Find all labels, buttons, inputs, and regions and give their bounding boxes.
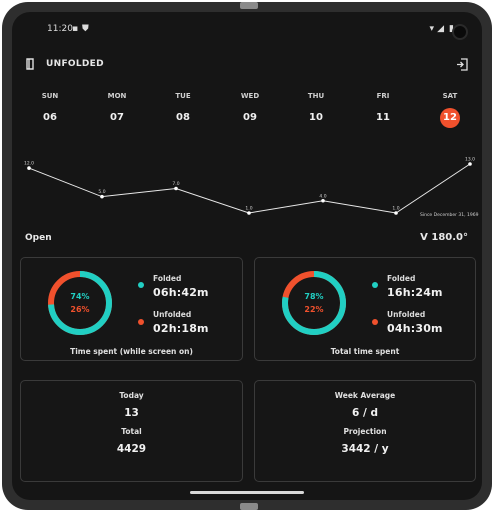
unfolded-label: Unfolded — [153, 310, 192, 319]
chart-point — [247, 211, 251, 215]
averages-card: Week Average 6 / d Projection 3442 / y — [254, 380, 476, 482]
day-sun[interactable]: SUN 06 — [25, 92, 75, 128]
hinge-state-row: Open V 180.0° — [12, 230, 482, 250]
screen-on-donut — [48, 271, 112, 335]
hinge-angle-value: 180.0° — [431, 232, 468, 243]
hinge-angle: V 180.0° — [420, 232, 468, 243]
total-time-card: 78% 22% Folded 16h:24m Unfolded 04h:30m … — [254, 257, 476, 361]
signal-icon: ◢ — [437, 24, 444, 34]
chart-annotation: Since December 31, 1969 — [420, 212, 479, 218]
card-caption: Total time spent — [330, 347, 400, 356]
day-date: 08 — [176, 112, 190, 123]
hinge-bottom — [240, 503, 258, 510]
chart-point-label: 1.0 — [392, 206, 399, 212]
folded-time: 06h:42m — [153, 286, 209, 299]
folded-time: 16h:24m — [387, 286, 443, 299]
day-name: WED — [240, 92, 260, 100]
donut-folded-arc — [282, 271, 346, 335]
projection-label: Projection — [343, 427, 387, 436]
chart-point — [394, 211, 398, 215]
card-caption: Time spent (while screen on) — [70, 347, 193, 356]
hinge-angle-icon: V — [420, 232, 432, 243]
status-time: 11:20 — [47, 24, 73, 34]
shield-icon: ⛊ — [82, 24, 89, 34]
day-date: 07 — [110, 112, 124, 123]
unfolded-time: 04h:30m — [387, 322, 443, 335]
exit-icon[interactable] — [456, 58, 468, 75]
day-tue[interactable]: TUE 08 — [158, 92, 208, 128]
day-date: 09 — [243, 112, 257, 123]
day-thu[interactable]: THU 10 — [291, 92, 341, 128]
day-date: 10 — [309, 112, 323, 123]
today-value: 13 — [124, 407, 139, 419]
day-name: THU — [307, 92, 325, 100]
page-title: UNFOLDED — [46, 59, 104, 69]
screen: 11:20 ▪ ⛊ ▾ ◢ ▮ UNFOLDED SUN 06 MON 07 TUE… — [12, 12, 482, 500]
folded-percent: 78% — [304, 292, 324, 301]
notification-icon: ▪ — [72, 24, 79, 34]
chart-point-label: 5.0 — [98, 189, 105, 195]
wifi-icon: ▾ — [429, 24, 434, 34]
unfolded-percent: 22% — [304, 305, 324, 314]
day-date: 06 — [43, 112, 57, 123]
total-time-donut — [282, 271, 346, 335]
chart-point-label: 4.0 — [319, 193, 326, 199]
battery-icon: ▮ — [449, 24, 454, 34]
chart-point — [174, 186, 178, 191]
chart-point — [321, 198, 325, 203]
unfolded-percent: 26% — [70, 305, 90, 314]
chart-point-label: 7.0 — [172, 181, 179, 187]
unfold-counts-card: Today 13 Total 4429 — [20, 380, 243, 482]
status-bar: 11:20 ▪ ⛊ ▾ ◢ ▮ — [12, 12, 482, 42]
today-label: Today — [119, 391, 144, 400]
day-name: FRI — [376, 92, 390, 100]
folded-label: Folded — [387, 274, 416, 283]
hinge-top — [240, 2, 258, 9]
screen-on-time-card: 74% 26% Folded 06h:42m Unfolded 02h:18m … — [20, 257, 243, 361]
unfolded-time: 02h:18m — [153, 322, 209, 335]
gesture-nav-bar[interactable] — [190, 491, 304, 494]
day-name: SAT — [442, 92, 458, 100]
unfolded-legend-dot — [372, 319, 378, 325]
week-average-label: Week Average — [334, 391, 396, 400]
day-mon[interactable]: MON 07 — [92, 92, 142, 128]
unfolded-label: Unfolded — [387, 310, 426, 319]
folded-percent: 74% — [70, 292, 90, 301]
unfold-count-chart: 12.0 5.0 7.0 1.0 4.0 1.0 13.0 Since December 3… — [24, 157, 479, 219]
folded-legend-dot — [372, 282, 378, 288]
day-name: TUE — [175, 92, 191, 100]
total-label: Total — [121, 427, 142, 436]
donut-folded-arc — [48, 271, 112, 335]
app-header: UNFOLDED — [12, 56, 482, 80]
week-average-value: 6 / d — [352, 407, 378, 419]
day-fri[interactable]: FRI 11 — [358, 92, 408, 128]
day-name: MON — [107, 92, 127, 100]
chart-point-label: 12.0 — [24, 161, 34, 167]
chart-point-label: 1.0 — [245, 206, 252, 212]
day-sat[interactable]: SAT 12 — [425, 92, 475, 128]
state-label: Open — [25, 233, 52, 243]
chart-point — [27, 166, 31, 170]
camera-cutout — [452, 24, 468, 40]
folded-label: Folded — [153, 274, 182, 283]
unfolded-legend-dot — [138, 319, 144, 325]
day-date-selected: 12 — [440, 108, 460, 128]
chart-point-label: 13.0 — [465, 157, 475, 163]
chart-point — [468, 162, 472, 166]
projection-value: 3442 / y — [341, 443, 389, 455]
chart-point — [100, 194, 104, 199]
book-icon[interactable] — [26, 58, 36, 73]
day-wed[interactable]: WED 09 — [225, 92, 275, 128]
day-date: 11 — [376, 112, 390, 123]
folded-legend-dot — [138, 282, 144, 288]
total-value: 4429 — [116, 443, 147, 455]
day-name: SUN — [41, 92, 59, 100]
